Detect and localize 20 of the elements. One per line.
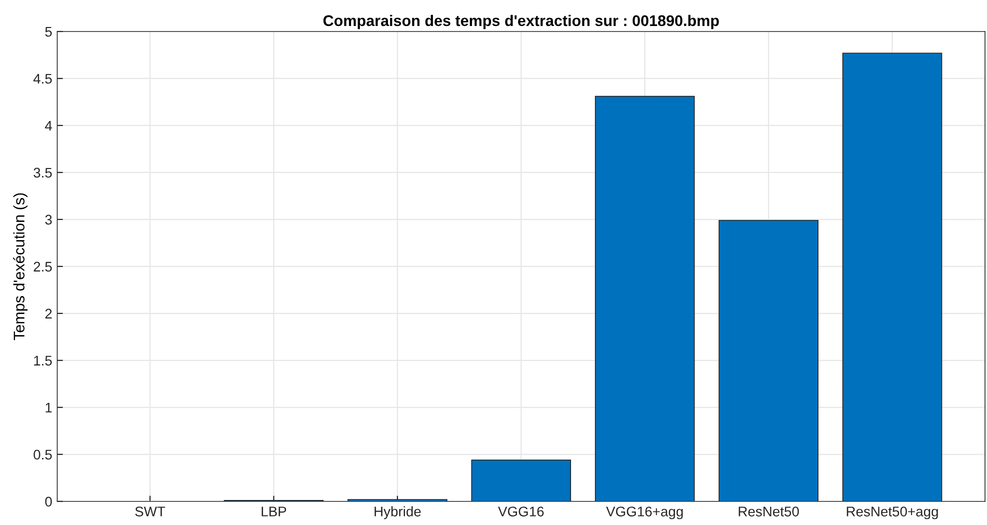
x-tick-label: ResNet50 [738,506,799,516]
y-tick-label: 1.5 [34,356,52,366]
x-tick-label: VGG16 [498,506,544,516]
y-tick-label: 3 [45,214,52,225]
y-tick-label: 4 [44,120,52,131]
chart-title: Comparaison des temps d'extraction sur : 001890.bmp [323,14,719,30]
y-tick-label: 2 [45,308,52,318]
y-tick-label: 5 [45,26,52,37]
x-tick-label: VGG16+agg [606,506,683,520]
y-tick-label: 0 [45,496,52,507]
y-tick-label: 3.5 [34,168,52,178]
x-tick-label: ResNet50+agg [846,506,938,520]
y-tick-label: 2.5 [34,262,52,272]
x-tick-label: Hybride [374,506,421,520]
x-tick-label: SWT [135,506,166,516]
y-tick-label: 0.5 [34,450,52,460]
y-tick-label: 4.5 [33,74,52,84]
y-tick-label: 1 [46,402,52,412]
x-tick-label: LBP [262,506,286,516]
y-axis-title: Temps d'exécution (s) [13,193,28,340]
